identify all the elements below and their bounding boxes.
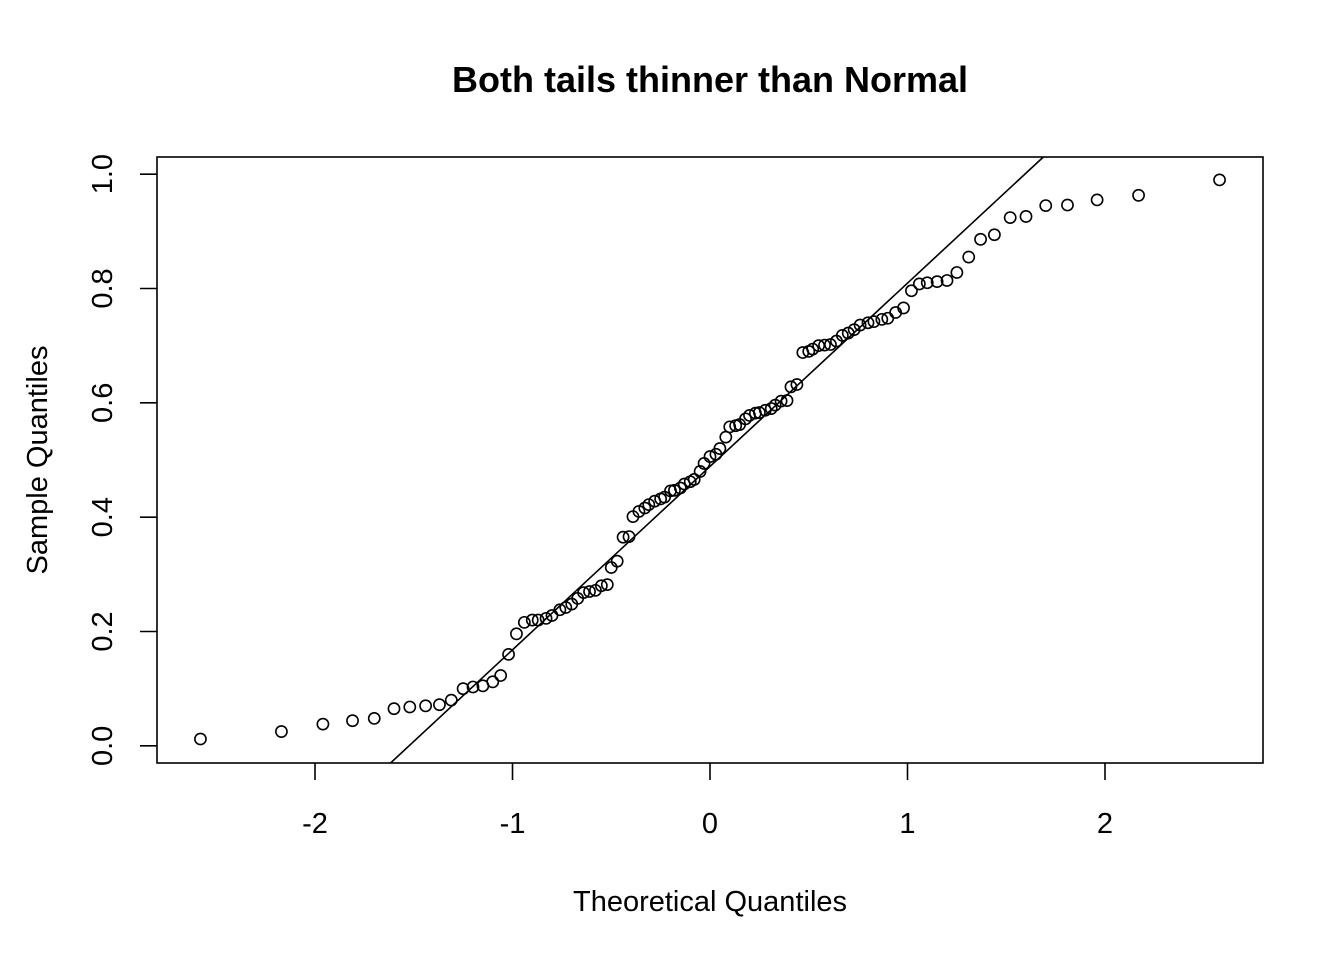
data-point <box>905 284 918 298</box>
data-point <box>367 712 381 725</box>
data-point <box>758 403 772 417</box>
data-point <box>739 412 752 426</box>
data-point <box>600 578 614 592</box>
data-point <box>419 699 432 713</box>
data-point <box>940 274 954 287</box>
y-tick-label: 0.8 <box>87 268 119 308</box>
data-point <box>486 675 500 689</box>
x-tick-label: -1 <box>500 808 526 840</box>
data-point <box>835 328 849 342</box>
y-tick-label: 1.0 <box>87 154 119 194</box>
data-point <box>502 647 515 661</box>
x-axis-label: Theoretical Quantiles <box>573 886 847 918</box>
data-point <box>387 702 401 716</box>
data-point <box>616 530 630 544</box>
data-point <box>713 442 727 455</box>
data-point <box>444 693 458 707</box>
y-tick-label: 0.0 <box>87 726 119 766</box>
data-point <box>316 717 330 731</box>
data-point <box>912 277 926 291</box>
data-point <box>853 318 867 332</box>
data-point <box>703 450 717 463</box>
data-point <box>930 275 944 289</box>
data-point <box>539 611 553 625</box>
data-point <box>875 312 889 326</box>
data-point <box>433 698 446 712</box>
data-point <box>764 402 778 415</box>
data-point <box>988 228 1001 242</box>
y-axis-label: Sample Quantiles <box>22 346 54 575</box>
data-point <box>867 315 881 329</box>
data-point <box>784 380 798 394</box>
y-axis: 0.0 0.2 0.4 0.6 0.8 1.0 <box>87 154 157 766</box>
data-point <box>275 725 288 738</box>
chart-title: Both tails thinner than Normal <box>452 59 968 100</box>
data-point <box>638 501 652 515</box>
x-tick-label: 1 <box>899 808 915 840</box>
data-point <box>494 669 508 682</box>
data-point <box>950 266 964 279</box>
data-point <box>1019 210 1033 223</box>
data-point <box>510 627 523 641</box>
data-point <box>456 682 470 696</box>
data-point <box>974 232 987 246</box>
data-point <box>531 613 545 627</box>
data-point <box>517 615 531 629</box>
data-point <box>553 603 567 617</box>
data-point <box>897 301 910 315</box>
data-point <box>1213 173 1226 187</box>
data-point <box>962 250 976 264</box>
data-point <box>194 732 207 746</box>
data-point <box>861 316 875 330</box>
y-tick-label: 0.4 <box>87 497 119 537</box>
data-point <box>920 276 934 290</box>
data-point <box>1090 193 1104 207</box>
x-axis: -2 -1 0 1 2 <box>302 763 1113 840</box>
data-point <box>693 465 707 478</box>
plot-frame <box>156 156 1264 764</box>
data-point <box>673 481 687 495</box>
data-point <box>346 714 359 728</box>
data-point <box>583 585 596 598</box>
data-point <box>668 483 681 497</box>
data-point <box>525 613 539 627</box>
data-point <box>1039 199 1053 212</box>
data-point <box>687 473 701 486</box>
data-point <box>752 406 766 419</box>
data-point <box>403 700 417 714</box>
data-point <box>594 579 608 593</box>
data-point <box>466 680 480 694</box>
y-tick-label: 0.2 <box>87 611 119 651</box>
data-point <box>1132 188 1145 202</box>
data-point <box>610 554 624 568</box>
y-tick-label: 0.6 <box>87 383 119 423</box>
points-group <box>194 173 1226 746</box>
data-point <box>790 378 804 391</box>
data-point <box>774 394 788 408</box>
data-point <box>622 530 636 544</box>
x-tick-label: -2 <box>302 808 328 840</box>
x-tick-label: 2 <box>1097 808 1113 840</box>
data-point <box>1003 211 1017 224</box>
data-point <box>1061 198 1074 212</box>
data-point <box>577 586 590 600</box>
x-tick-label: 0 <box>702 808 718 840</box>
data-point <box>818 338 831 352</box>
data-point <box>780 394 794 407</box>
